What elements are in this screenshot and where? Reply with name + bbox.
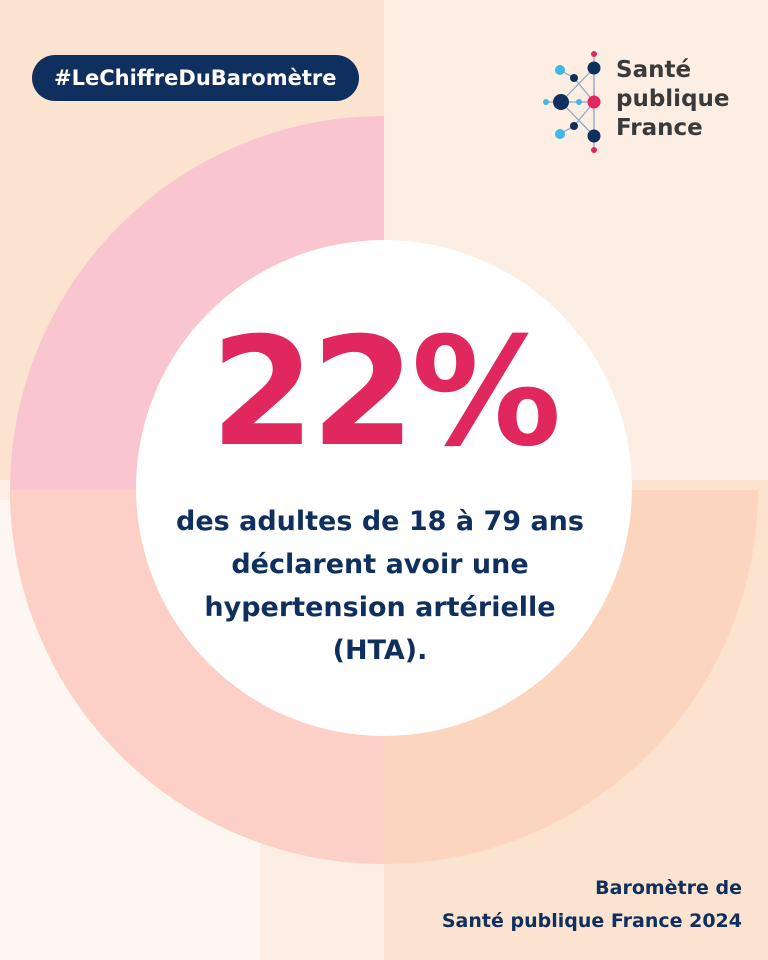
source-line-2: Santé publique France 2024 — [441, 910, 742, 932]
center-white-circle — [136, 240, 632, 736]
logo-line-2: publique — [616, 86, 730, 112]
statement-text: des adultes de 18 à 79 ans déclarent avo… — [150, 500, 610, 672]
source-line-1: Baromètre de — [595, 877, 742, 899]
statement-line-2: déclarent avoir une — [231, 549, 529, 580]
statement-line-4: (HTA). — [332, 635, 428, 666]
logo-line-1: Santé — [616, 57, 692, 83]
network-dots-icon — [543, 51, 601, 153]
statement-line-3: hypertension artérielle — [204, 592, 556, 623]
logo-line-3: France — [616, 115, 703, 141]
logo-wordmark: Santé publique France — [616, 56, 730, 143]
hashtag-badge: #LeChiffreDuBaromètre — [32, 55, 359, 101]
sante-publique-france-logo: Santé publique France — [536, 44, 746, 162]
headline-percentage: 22% — [210, 306, 561, 480]
source-credit: Baromètre de Santé publique France 2024 — [442, 872, 742, 938]
statement-line-1: des adultes de 18 à 79 ans — [176, 506, 584, 537]
